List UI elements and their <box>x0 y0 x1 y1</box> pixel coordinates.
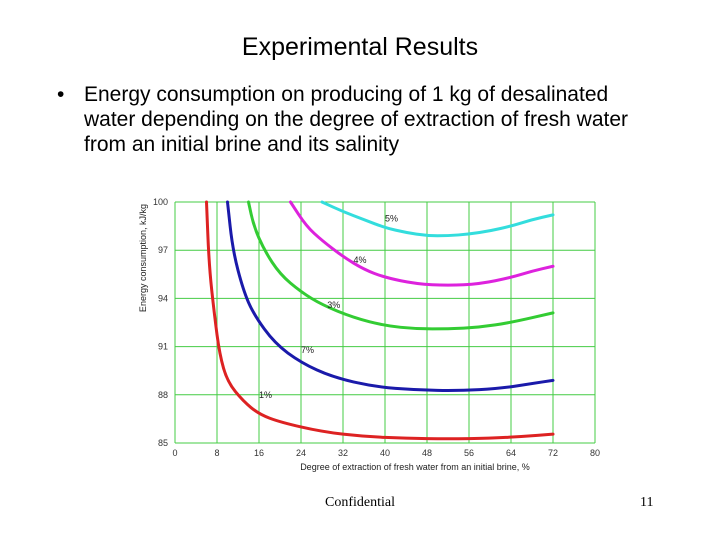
chart-axes: 0 8 16 24 32 40 48 56 64 72 80 100 97 94 91 88 85 Degree … <box>138 197 600 472</box>
x-axis-label: Degree of extraction of fresh water from… <box>300 462 530 472</box>
x-tick-label: 16 <box>254 448 264 458</box>
chart-series: 1% 7% 3% 4% 5% <box>205 200 555 441</box>
x-tick-label: 72 <box>548 448 558 458</box>
series-line-1pct <box>205 200 555 441</box>
x-tick-label: 56 <box>464 448 474 458</box>
page-number: 11 <box>640 495 654 510</box>
y-tick-label: 97 <box>158 245 168 255</box>
x-tick-label: 32 <box>338 448 348 458</box>
y-tick-label: 100 <box>153 197 168 207</box>
series-label-7pct: 7% <box>301 345 314 355</box>
x-tick-label: 64 <box>506 448 516 458</box>
y-tick-label: 88 <box>158 390 168 400</box>
x-tick-label: 24 <box>296 448 306 458</box>
series-label-1pct: 1% <box>259 390 272 400</box>
series-label-5pct: 5% <box>385 213 398 223</box>
series-label-4pct: 4% <box>354 255 367 265</box>
x-tick-label: 80 <box>590 448 600 458</box>
x-tick-label: 8 <box>214 448 219 458</box>
x-tick-label: 48 <box>422 448 432 458</box>
x-tick-label: 40 <box>380 448 390 458</box>
y-axis-label: Energy consumption, kJ/kg <box>138 204 148 312</box>
series-line-4pct <box>289 200 555 287</box>
bullet-dot: • <box>57 83 65 106</box>
y-tick-label: 94 <box>158 293 168 303</box>
y-tick-label: 85 <box>158 438 168 448</box>
footer-confidential: Confidential <box>325 495 395 510</box>
chart-grid <box>174 201 596 444</box>
slide-title: Experimental Results <box>241 33 479 61</box>
series-label-3pct: 3% <box>327 300 340 310</box>
series-line-5pct <box>320 200 555 238</box>
series-line-7pct <box>226 200 555 392</box>
bullet-text: Energy consumption on producing of 1 kg … <box>84 83 629 156</box>
x-tick-label: 0 <box>172 448 177 458</box>
series-line-3pct <box>247 200 555 331</box>
y-tick-label: 91 <box>158 342 168 352</box>
